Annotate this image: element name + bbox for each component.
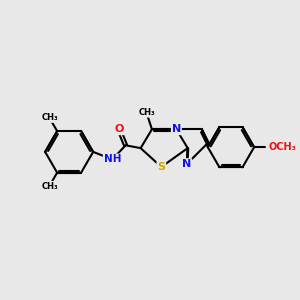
Text: O: O (114, 124, 124, 134)
Text: N: N (182, 159, 191, 169)
Text: S: S (157, 162, 165, 172)
Text: OCH₃: OCH₃ (269, 142, 297, 152)
Text: CH₃: CH₃ (139, 108, 155, 117)
Text: CH₃: CH₃ (42, 182, 59, 190)
Text: CH₃: CH₃ (42, 113, 59, 122)
Text: N: N (172, 124, 181, 134)
Text: NH: NH (104, 154, 121, 164)
